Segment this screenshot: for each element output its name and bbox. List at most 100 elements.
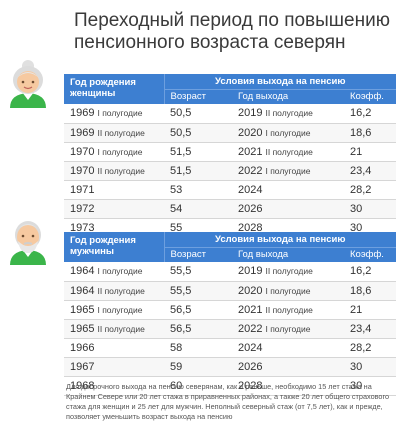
birth-cell: 1966	[64, 338, 164, 358]
col-birth-header: Год рождения мужчины	[64, 232, 165, 262]
col-year-header: Год выхода	[232, 247, 344, 262]
coef-cell: 16,2	[344, 262, 396, 282]
birth-half: II полугодие	[97, 127, 145, 138]
year-cell: 2026	[232, 357, 344, 377]
exit-year: 2022	[238, 164, 263, 177]
coef-cell: 30	[344, 376, 396, 396]
birth-cell: 1964 I полугодие	[64, 262, 164, 282]
exit-half: II полугодие	[265, 304, 313, 315]
grandmother-avatar-icon	[6, 58, 50, 108]
table-row: 1972 54 2026 30	[64, 199, 396, 219]
age-cell: 56,5	[164, 300, 232, 320]
birth-year: 1969	[70, 126, 95, 139]
table-row: 1966 58 2024 28,2	[64, 338, 396, 358]
age-cell: 55,5	[164, 281, 232, 301]
coef-cell: 30	[344, 357, 396, 377]
exit-year: 2028	[238, 379, 263, 392]
birth-cell: 1970 II полугодие	[64, 161, 164, 181]
birth-cell: 1969 I полугодие	[64, 104, 164, 124]
exit-half: II полугодие	[265, 266, 313, 277]
birth-year: 1964	[70, 284, 95, 297]
women-table: Год рождения женщины Условия выхода на п…	[64, 74, 396, 238]
exit-half: I полугодие	[265, 323, 311, 334]
birth-year: 1967	[70, 360, 95, 373]
col-birth-header: Год рождения женщины	[64, 74, 165, 104]
birth-year: 1966	[70, 341, 95, 354]
birth-cell: 1971	[64, 180, 164, 200]
col-group-header: Условия выхода на пенсию	[164, 74, 396, 90]
exit-half: I полугодие	[265, 165, 311, 176]
coef-cell: 16,2	[344, 104, 396, 124]
birth-cell: 1968	[64, 376, 164, 396]
birth-cell: 1969 II полугодие	[64, 123, 164, 143]
birth-cell: 1964 II полугодие	[64, 281, 164, 301]
exit-year: 2021	[238, 145, 263, 158]
exit-half: I полугодие	[265, 127, 311, 138]
birth-year: 1971	[70, 183, 95, 196]
coef-cell: 21	[344, 142, 396, 162]
coef-cell: 28,2	[344, 338, 396, 358]
table-row: 1965 I полугодие 56,5 2021 II полугодие 21	[64, 300, 396, 320]
birth-half: II полугодие	[97, 165, 145, 176]
col-coef-header: Коэфф.	[344, 247, 396, 262]
table-row: 1964 II полугодие 55,5 2020 I полугодие 18,6	[64, 281, 396, 301]
col-coef-header: Коэфф.	[344, 89, 396, 104]
birth-half: I полугодие	[97, 304, 143, 315]
exit-year: 2024	[238, 341, 263, 354]
birth-cell: 1972	[64, 199, 164, 219]
grandfather-avatar-icon	[6, 215, 50, 265]
year-cell: 2021 II полугодие	[232, 142, 344, 162]
year-cell: 2021 II полугодие	[232, 300, 344, 320]
year-cell: 2024	[232, 338, 344, 358]
footnote: Для досрочного выхода на пенсию северяна…	[66, 382, 390, 421]
table-row: 1971 53 2024 28,2	[64, 180, 396, 200]
age-cell: 53	[164, 180, 232, 200]
birth-year: 1970	[70, 164, 95, 177]
table-row: 1970 II полугодие 51,5 2022 I полугодие 23,4	[64, 161, 396, 181]
exit-year: 2019	[238, 107, 263, 120]
col-group-header: Условия выхода на пенсию	[164, 232, 396, 248]
age-cell: 55,5	[164, 262, 232, 282]
exit-year: 2020	[238, 284, 263, 297]
year-cell: 2024	[232, 180, 344, 200]
age-cell: 51,5	[164, 161, 232, 181]
exit-half: I полугодие	[265, 285, 311, 296]
exit-year: 2026	[238, 360, 263, 373]
age-cell: 56,5	[164, 319, 232, 339]
coef-cell: 23,4	[344, 319, 396, 339]
year-cell: 2020 I полугодие	[232, 123, 344, 143]
col-age-header: Возраст	[164, 247, 232, 262]
year-cell: 2019 II полугодие	[232, 104, 344, 124]
birth-year: 1965	[70, 322, 95, 335]
birth-cell: 1965 I полугодие	[64, 300, 164, 320]
birth-cell: 1970 I полугодие	[64, 142, 164, 162]
birth-cell: 1967	[64, 357, 164, 377]
year-cell: 2026	[232, 199, 344, 219]
age-cell: 51,5	[164, 142, 232, 162]
table-row: 1967 59 2026 30	[64, 357, 396, 377]
exit-year: 2020	[238, 126, 263, 139]
coef-cell: 23,4	[344, 161, 396, 181]
age-cell: 58	[164, 338, 232, 358]
birth-half: II полугодие	[97, 323, 145, 334]
birth-year: 1969	[70, 107, 95, 120]
year-cell: 2020 I полугодие	[232, 281, 344, 301]
birth-year: 1964	[70, 265, 95, 278]
col-age-header: Возраст	[164, 89, 232, 104]
exit-year: 2024	[238, 183, 263, 196]
age-cell: 54	[164, 199, 232, 219]
age-cell: 60	[164, 376, 232, 396]
year-cell: 2022 I полугодие	[232, 161, 344, 181]
year-cell: 2028	[232, 376, 344, 396]
age-cell: 50,5	[164, 104, 232, 124]
birth-year: 1972	[70, 202, 95, 215]
table-row: 1970 I полугодие 51,5 2021 II полугодие 21	[64, 142, 396, 162]
table-row: 1965 II полугодие 56,5 2022 I полугодие 23,4	[64, 319, 396, 339]
exit-year: 2028	[238, 221, 263, 234]
age-cell: 50,5	[164, 123, 232, 143]
table-row: 1969 II полугодие 50,5 2020 I полугодие 18,6	[64, 123, 396, 143]
birth-half: I полугодие	[97, 146, 143, 157]
coef-cell: 30	[344, 199, 396, 219]
exit-half: II полугодие	[265, 146, 313, 157]
birth-half: I полугодие	[97, 266, 143, 277]
